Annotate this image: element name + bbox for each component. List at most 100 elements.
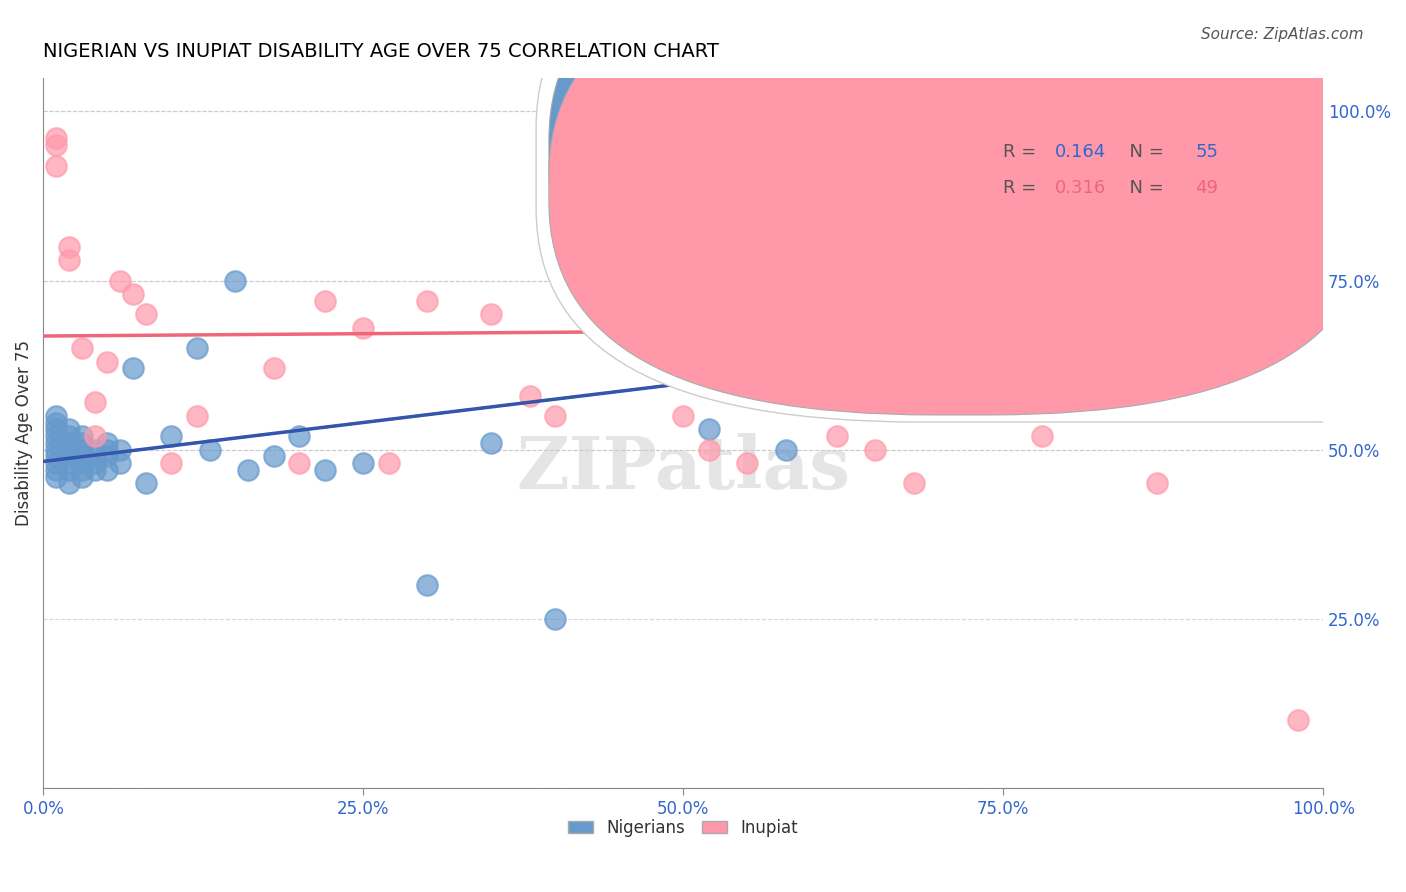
Point	[70, 341, 93, 355]
Point	[1081, 273, 1104, 287]
Point	[263, 361, 285, 376]
Point	[58, 435, 80, 450]
Point	[314, 463, 336, 477]
Point	[58, 456, 80, 470]
Point	[160, 456, 183, 470]
Point	[519, 388, 541, 402]
Point	[45, 138, 67, 153]
Point	[45, 131, 67, 145]
Point	[1081, 253, 1104, 268]
Point	[83, 395, 105, 409]
Point	[1121, 293, 1143, 308]
Point	[544, 612, 567, 626]
Point	[96, 354, 118, 368]
Point	[83, 456, 105, 470]
Point	[288, 456, 311, 470]
Point	[70, 456, 93, 470]
Point	[1184, 253, 1206, 268]
Point	[800, 293, 823, 308]
Text: N =: N =	[1118, 144, 1170, 161]
Text: 55: 55	[1195, 144, 1218, 161]
Point	[865, 442, 887, 457]
Point	[1146, 476, 1168, 491]
Point	[288, 429, 311, 443]
Y-axis label: Disability Age Over 75: Disability Age Over 75	[15, 340, 32, 525]
Point	[83, 442, 105, 457]
FancyBboxPatch shape	[548, 0, 1374, 379]
Point	[1286, 713, 1309, 727]
Point	[1209, 240, 1232, 254]
Point	[238, 463, 260, 477]
Text: 49: 49	[1195, 178, 1218, 196]
Point	[45, 456, 67, 470]
Point	[186, 341, 208, 355]
FancyBboxPatch shape	[548, 0, 1374, 415]
Text: R =: R =	[1004, 144, 1042, 161]
Point	[928, 273, 950, 287]
Point	[735, 456, 758, 470]
Point	[1159, 253, 1181, 268]
Point	[775, 442, 797, 457]
Point	[45, 409, 67, 423]
Text: R =: R =	[1004, 178, 1042, 196]
Point	[45, 442, 67, 457]
Point	[416, 293, 439, 308]
Point	[45, 450, 67, 464]
Point	[697, 422, 720, 436]
Point	[83, 463, 105, 477]
Point	[108, 273, 131, 287]
Point	[966, 273, 988, 287]
Point	[108, 442, 131, 457]
Point	[122, 361, 145, 376]
Point	[96, 450, 118, 464]
Text: 0.164: 0.164	[1054, 144, 1105, 161]
Point	[1274, 131, 1296, 145]
Point	[135, 307, 157, 321]
Point	[479, 435, 502, 450]
Point	[160, 429, 183, 443]
Point	[1249, 131, 1271, 145]
Point	[45, 416, 67, 430]
Point	[135, 476, 157, 491]
Point	[479, 307, 502, 321]
Point	[1299, 321, 1322, 335]
Point	[1222, 138, 1244, 153]
Point	[45, 429, 67, 443]
Point	[58, 450, 80, 464]
Point	[45, 159, 67, 173]
Point	[70, 442, 93, 457]
Point	[775, 273, 797, 287]
Point	[58, 429, 80, 443]
Point	[96, 442, 118, 457]
Point	[1159, 253, 1181, 268]
Point	[70, 429, 93, 443]
Point	[198, 442, 221, 457]
Point	[224, 273, 246, 287]
Point	[1031, 429, 1053, 443]
Point	[58, 463, 80, 477]
Point	[352, 321, 374, 335]
Point	[70, 435, 93, 450]
Point	[825, 429, 848, 443]
Point	[70, 469, 93, 483]
Point	[70, 463, 93, 477]
Point	[96, 463, 118, 477]
Point	[378, 456, 401, 470]
Point	[607, 307, 630, 321]
Point	[58, 253, 80, 268]
Point	[1261, 138, 1284, 153]
Point	[70, 450, 93, 464]
Point	[544, 409, 567, 423]
Point	[416, 578, 439, 592]
Point	[672, 409, 695, 423]
Point	[83, 429, 105, 443]
Legend: Nigerians, Inupiat: Nigerians, Inupiat	[562, 812, 804, 844]
Point	[108, 456, 131, 470]
Point	[45, 435, 67, 450]
Point	[953, 293, 976, 308]
Point	[58, 240, 80, 254]
Point	[993, 321, 1015, 335]
Point	[697, 442, 720, 457]
Point	[45, 422, 67, 436]
Point	[45, 469, 67, 483]
